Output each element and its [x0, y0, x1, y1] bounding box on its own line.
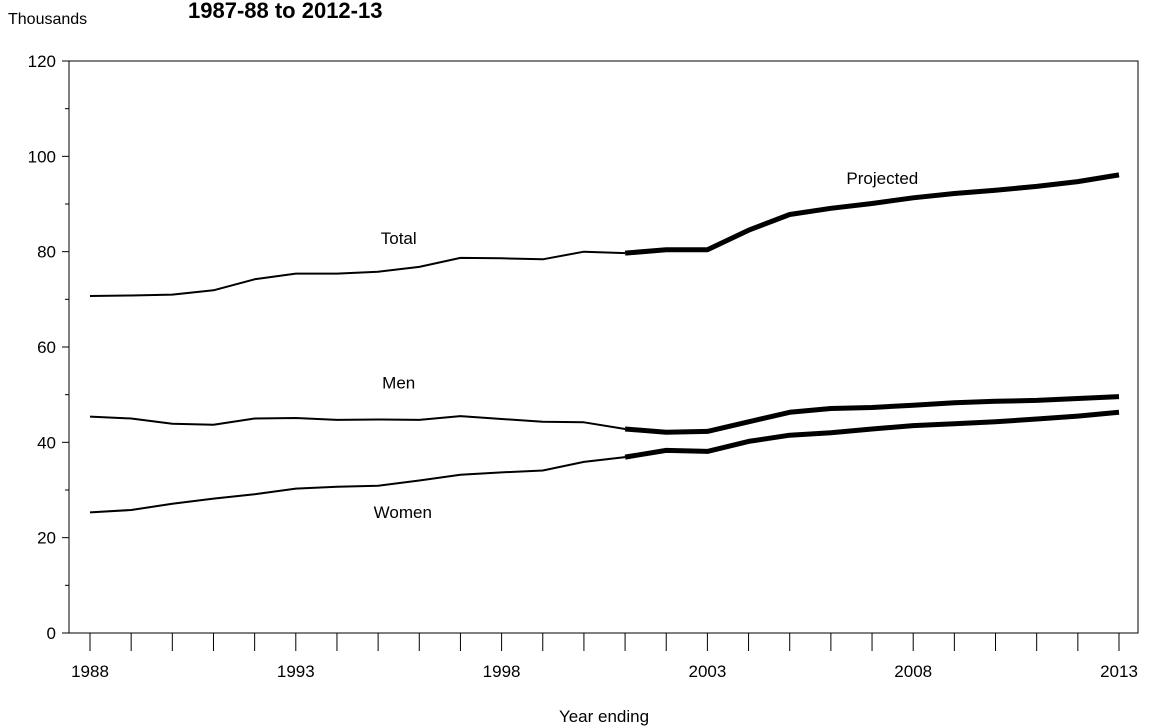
- y-tick-label: 20: [37, 529, 56, 548]
- annotation-men: Men: [382, 373, 415, 392]
- x-axis-label: Year ending: [559, 707, 649, 726]
- y-tick-label: 40: [37, 433, 56, 452]
- y-axis-ticks: 0 20 40 60 80 100 120: [28, 52, 69, 643]
- plot-frame: [68, 60, 1139, 634]
- total-series-line-actual: [89, 250, 626, 297]
- annotation-projected: Projected: [846, 169, 918, 188]
- women-series-line-projected: [624, 409, 1120, 460]
- x-tick-label: 1998: [483, 662, 521, 681]
- series-annotations: Projected Total Men Women: [374, 169, 919, 522]
- y-tick-label: 120: [28, 52, 56, 71]
- annotation-women: Women: [374, 503, 432, 522]
- annotation-total: Total: [381, 229, 417, 248]
- x-tick-label: 2008: [894, 662, 932, 681]
- x-tick-label: 1993: [277, 662, 315, 681]
- men-series-line-projected: [624, 394, 1120, 435]
- y-tick-label: 80: [37, 243, 56, 262]
- series-lines: [89, 172, 1120, 514]
- chart-title: 1987-88 to 2012-13: [188, 0, 382, 23]
- women-series-line-actual: [89, 456, 626, 514]
- x-axis-ticks: 1988 1993 1998 2003 2008 2013: [71, 633, 1138, 681]
- x-tick-label: 2003: [688, 662, 726, 681]
- x-tick-label: 1988: [71, 662, 109, 681]
- y-tick-label: 0: [47, 624, 56, 643]
- x-tick-label: 2013: [1100, 662, 1138, 681]
- y-tick-label: 100: [28, 147, 56, 166]
- men-series-line-actual: [89, 415, 626, 430]
- y-tick-label: 60: [37, 338, 56, 357]
- total-series-line-projected: [624, 172, 1120, 256]
- y-axis-label: Thousands: [8, 11, 87, 28]
